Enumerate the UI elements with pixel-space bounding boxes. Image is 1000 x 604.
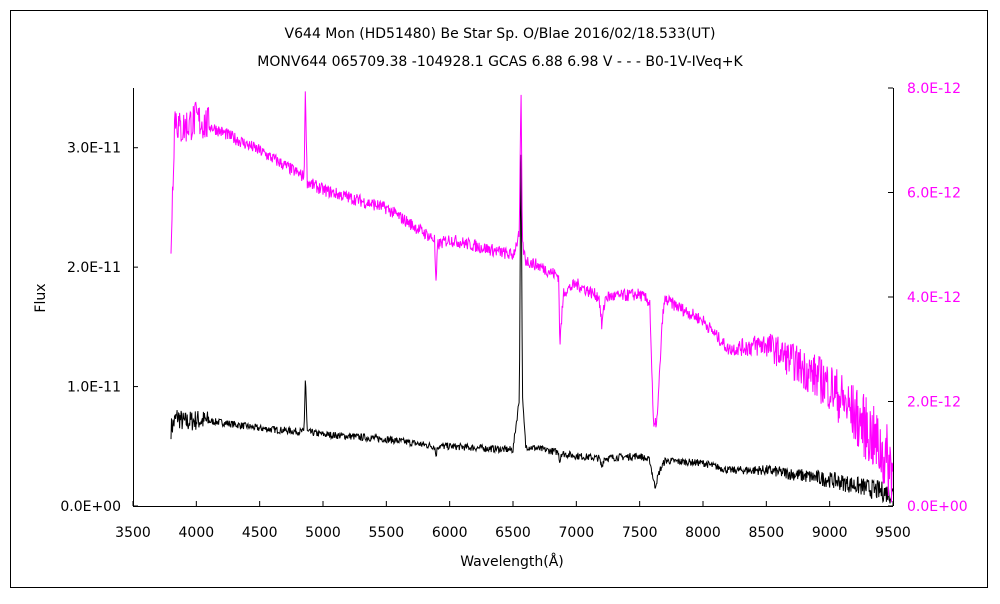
x-tick-label: 4000 (179, 525, 215, 541)
y-tick-label-left: 3.0E-11 (67, 141, 121, 157)
x-axis-label: Wavelength(Å) (460, 553, 564, 570)
y-tick-label-right: 4.0E-12 (907, 290, 961, 306)
chart-frame (11, 11, 988, 588)
x-tick-label: 3500 (115, 525, 151, 541)
x-tick-label: 8500 (749, 525, 785, 541)
y-tick-label-left: 1.0E-11 (67, 380, 121, 396)
x-tick-label: 5000 (305, 525, 341, 541)
y-tick-label-right: 6.0E-12 (907, 186, 961, 202)
y-tick-label-right: 8.0E-12 (907, 81, 961, 97)
x-tick-label: 5500 (369, 525, 405, 541)
series-line-right (171, 91, 893, 502)
y-tick-label-left: 2.0E-11 (67, 260, 121, 276)
y-axis-label: Flux (33, 283, 49, 312)
x-tick-label: 9500 (875, 525, 911, 541)
x-tick-label: 9000 (812, 525, 848, 541)
x-tick-label: 4500 (242, 525, 278, 541)
x-tick-label: 7500 (622, 525, 658, 541)
chart-title-line1: V644 Mon (HD51480) Be Star Sp. O/Blae 20… (285, 26, 716, 42)
x-tick-label: 6000 (432, 525, 468, 541)
x-tick-label: 7000 (559, 525, 595, 541)
y-tick-label-right: 2.0E-12 (907, 395, 961, 411)
x-tick-label: 8000 (685, 525, 721, 541)
x-tick-label: 6500 (495, 525, 531, 541)
y-tick-label-right: 0.0E+00 (907, 499, 968, 515)
chart-title-line2: MONV644 065709.38 -104928.1 GCAS 6.88 6.… (257, 54, 743, 70)
y-tick-label-left: 0.0E+00 (60, 499, 121, 515)
series-line-left (171, 155, 893, 504)
